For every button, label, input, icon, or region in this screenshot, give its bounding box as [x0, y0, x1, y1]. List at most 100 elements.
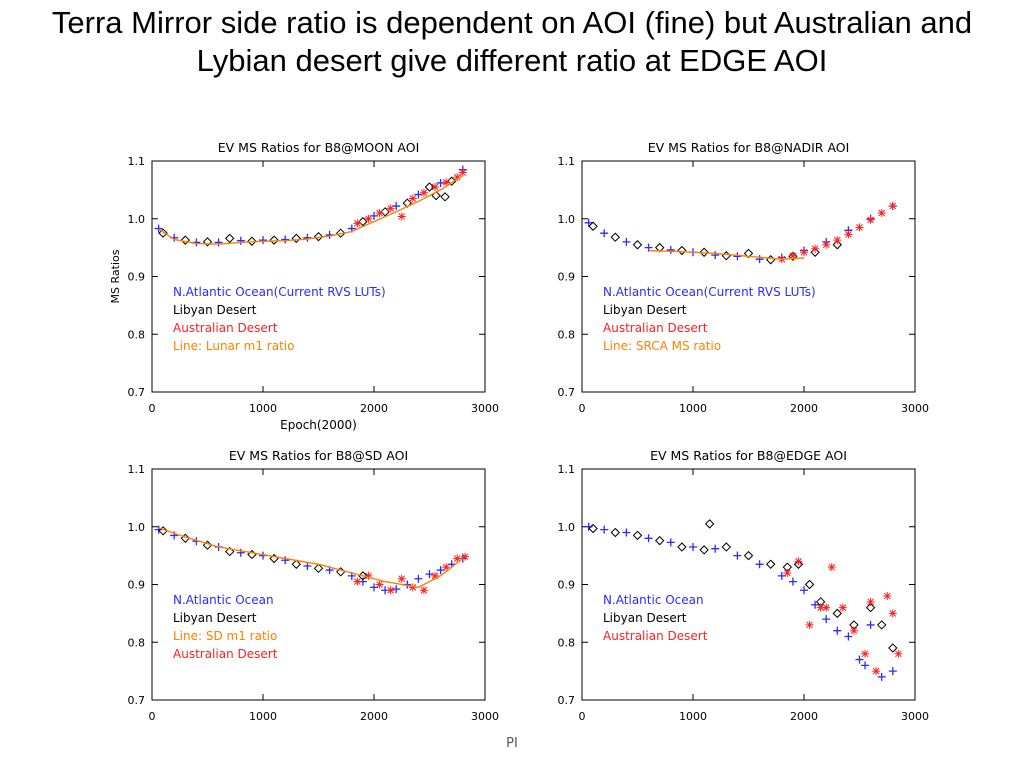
legend-entry: Libyan Desert	[603, 611, 687, 625]
x-tick-label: 2000	[790, 402, 818, 415]
x-tick-label: 3000	[471, 710, 499, 723]
legend-entry: Australian Desert	[173, 647, 278, 661]
data-point	[353, 219, 362, 228]
data-point	[866, 597, 875, 606]
plot-frame	[151, 468, 486, 701]
data-point	[721, 542, 732, 552]
data-point	[822, 615, 831, 624]
y-tick-label: 1.0	[128, 213, 146, 226]
data-point	[783, 568, 792, 577]
x-tick-label: 1000	[679, 710, 707, 723]
x-tick-label: 2000	[360, 710, 388, 723]
data-point	[822, 240, 831, 249]
data-point	[832, 608, 843, 619]
data-point	[431, 571, 440, 580]
data-point	[224, 233, 235, 244]
chart-title: EV MS Ratios for B8@NADIR AOI	[648, 140, 850, 155]
y-tick-label: 0.8	[558, 328, 576, 341]
data-point	[888, 609, 897, 618]
legend-entry: N.Atlantic Ocean(Current RVS LUTs)	[603, 285, 816, 299]
x-tick-label: 0	[579, 402, 586, 415]
data-point	[436, 178, 445, 187]
data-point	[888, 643, 898, 653]
data-point	[811, 244, 820, 253]
data-point	[291, 233, 302, 244]
chart-edge: EV MS Ratios for B8@EDGE AOI 0 1000 2000 300…	[558, 448, 930, 723]
legend-entry: N.Atlantic Ocean	[603, 593, 704, 607]
y-tick-label: 0.8	[128, 636, 146, 649]
data-point	[677, 245, 687, 256]
y-tick-label: 1.0	[128, 521, 146, 534]
data-point	[632, 530, 643, 541]
data-point	[425, 570, 434, 579]
data-point	[414, 190, 423, 199]
x-tick-label: 1000	[679, 402, 707, 415]
data-point	[236, 236, 245, 245]
data-point	[431, 182, 440, 191]
data-point	[833, 236, 842, 245]
chart-moon: EV MS Ratios for B8@MOON AOI 0 1000 2000 300…	[109, 140, 499, 432]
legend-entry: Libyan Desert	[173, 303, 257, 317]
data-point	[408, 194, 417, 203]
data-point	[876, 620, 887, 630]
data-point	[833, 626, 842, 635]
data-point	[849, 626, 858, 635]
data-point	[866, 620, 875, 629]
y-tick-label: 0.7	[128, 386, 146, 399]
x-tick-label: 0	[149, 402, 156, 415]
data-point	[461, 552, 470, 561]
data-point	[408, 583, 417, 592]
legend-entry: N.Atlantic Ocean	[173, 593, 274, 607]
data-point	[855, 223, 864, 232]
legend-entry: Libyan Desert	[603, 303, 687, 317]
y-tick-label: 0.7	[558, 386, 576, 399]
data-point	[424, 182, 435, 192]
x-tick-label: 2000	[790, 710, 818, 723]
data-point	[822, 603, 831, 612]
y-tick-label: 1.1	[558, 463, 576, 476]
data-point	[800, 586, 808, 595]
y-tick-label: 1.1	[128, 155, 146, 168]
data-point	[733, 252, 742, 261]
slide-title: Terra Mirror side ratio is dependent on …	[51, 5, 973, 78]
data-point	[788, 251, 797, 260]
legend-entry: Line: Lunar m1 ratio	[173, 339, 294, 353]
data-point	[804, 579, 815, 590]
data-point	[844, 230, 853, 239]
data-point	[214, 238, 223, 247]
series-line	[158, 174, 464, 245]
data-point	[353, 577, 362, 586]
data-point	[838, 603, 847, 612]
data-point	[610, 232, 621, 242]
data-point	[644, 534, 653, 543]
data-point	[816, 603, 825, 612]
data-point	[281, 556, 290, 565]
slide-footer: PI	[506, 736, 518, 751]
y-tick-label: 0.9	[558, 579, 576, 592]
data-point	[291, 559, 302, 569]
data-point	[788, 577, 797, 586]
data-point	[419, 188, 428, 197]
series-line	[158, 527, 464, 589]
y-tick-label: 1.0	[558, 521, 576, 534]
data-point	[202, 237, 213, 247]
data-point	[755, 560, 764, 569]
data-point	[224, 546, 235, 557]
data-point	[269, 235, 279, 245]
legend-entry: Line: SRCA MS ratio	[603, 339, 721, 353]
data-point	[180, 533, 191, 544]
data-point	[380, 207, 390, 217]
data-point	[855, 655, 864, 664]
data-point	[375, 208, 384, 217]
chart-sd: EV MS Ratios for B8@SD AOI 0 1000 2000 3000 0…	[128, 448, 500, 723]
data-point	[303, 562, 312, 571]
data-point	[419, 586, 428, 595]
x-tick-label: 1000	[249, 710, 277, 723]
data-point	[677, 542, 687, 552]
data-point	[180, 235, 191, 245]
data-point	[666, 245, 675, 254]
data-point	[600, 525, 609, 534]
chart-title: EV MS Ratios for B8@EDGE AOI	[650, 448, 847, 463]
data-point	[765, 255, 776, 265]
data-point	[654, 242, 665, 253]
